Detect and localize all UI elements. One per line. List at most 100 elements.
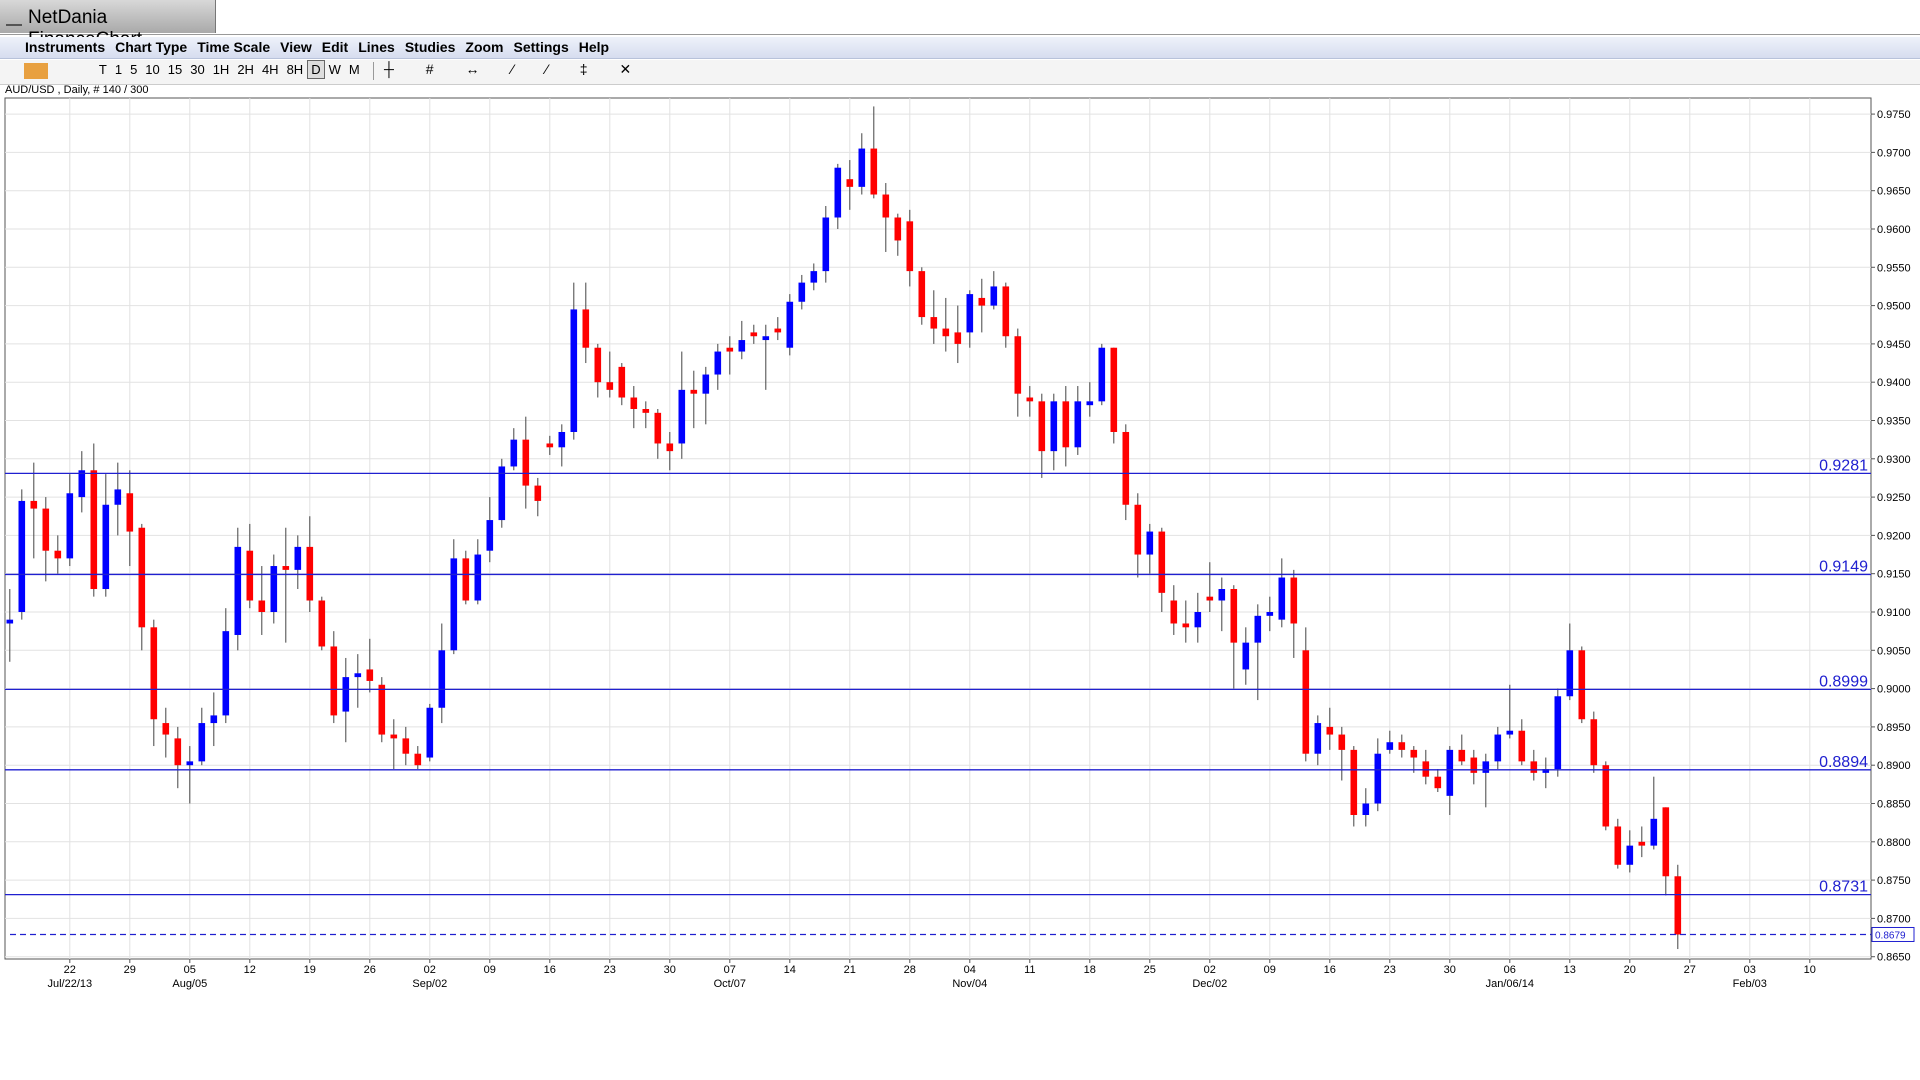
y-tick-label: 0.8700 <box>1877 913 1911 925</box>
x-tick-label: 11 <box>1024 964 1035 976</box>
timescale-group: T 1 5 10 15 30 1H 2H 4H 8H D W M <box>95 60 364 79</box>
y-tick-label: 0.9450 <box>1877 339 1911 351</box>
menu-item[interactable]: View <box>280 39 312 55</box>
candle-body <box>702 374 710 394</box>
x-tick-label: 07 <box>724 964 736 976</box>
menu-item[interactable]: Help <box>578 39 610 55</box>
plot-frame <box>4 97 1872 960</box>
candle-body <box>330 646 338 716</box>
candle-body <box>1398 742 1406 750</box>
x-date-label: Aug/05 <box>172 978 207 990</box>
candle-body <box>762 336 770 341</box>
candle-body <box>1470 757 1478 773</box>
menu-item[interactable]: Instruments <box>25 39 106 55</box>
timescale-button[interactable]: 2H <box>237 62 254 77</box>
candle-body <box>1050 401 1058 452</box>
candle-body <box>78 470 86 498</box>
candle-body <box>1002 286 1010 337</box>
candle-body <box>1554 696 1562 770</box>
candle-body <box>66 493 74 559</box>
candle-body <box>366 669 374 681</box>
candle-body <box>6 619 14 624</box>
candle-body <box>930 317 938 329</box>
menu-item[interactable]: Zoom <box>465 39 504 55</box>
horizontal-line-label: 0.9149 <box>1819 558 1868 575</box>
candle-body <box>1650 818 1658 846</box>
timescale-button[interactable]: M <box>348 62 360 77</box>
menu-item[interactable]: Lines <box>358 39 395 55</box>
candle-body <box>198 723 206 762</box>
timescale-button[interactable]: 1H <box>212 62 230 77</box>
menu-item[interactable]: Time Scale <box>197 39 271 55</box>
timescale-button[interactable]: 10 <box>145 62 160 77</box>
y-tick-label: 0.8750 <box>1877 875 1911 887</box>
timescale-button[interactable]: 30 <box>190 62 205 77</box>
candle-body <box>186 761 194 766</box>
horizontal-line-label: 0.9281 <box>1819 457 1868 474</box>
candle-body <box>870 148 878 195</box>
candle-body <box>1218 589 1226 601</box>
x-tick-label: 21 <box>844 964 856 976</box>
candle-body <box>1458 749 1466 762</box>
x-date-label: Dec/02 <box>1192 978 1227 990</box>
timescale-button[interactable]: 5 <box>130 62 138 77</box>
candle-body <box>666 443 674 452</box>
menu-item[interactable]: Chart Type <box>115 39 188 55</box>
candle-body <box>462 558 470 601</box>
timescale-button[interactable]: 15 <box>167 62 183 77</box>
candle-body <box>786 301 794 348</box>
horizontal-line-label: 0.8894 <box>1819 754 1868 771</box>
candle-body <box>498 466 506 521</box>
candle-body <box>1638 841 1646 846</box>
candle-body <box>234 546 242 635</box>
timescale-button[interactable]: T <box>98 62 107 77</box>
candle-body <box>726 347 734 352</box>
candle-body <box>1662 807 1670 877</box>
y-tick-label: 0.9350 <box>1877 415 1911 427</box>
x-tick-label: 14 <box>784 964 796 976</box>
candle-body <box>1314 723 1322 754</box>
menu-item[interactable]: Edit <box>321 39 349 55</box>
menu-item[interactable]: Studies <box>404 39 456 55</box>
candle-body <box>426 707 434 758</box>
x-date-label: Oct/07 <box>714 978 746 990</box>
menu-item[interactable]: Settings <box>513 39 569 55</box>
x-tick-label: 09 <box>484 964 496 976</box>
x-tick-label: 28 <box>904 964 916 976</box>
candle-body <box>534 485 542 501</box>
candle-body <box>210 715 218 724</box>
y-tick-label: 0.9750 <box>1877 109 1911 121</box>
x-tick-label: 03 <box>1744 964 1756 976</box>
candle-body <box>918 271 926 318</box>
timescale-button[interactable]: W <box>328 62 341 77</box>
candle-body <box>1518 730 1526 762</box>
candle-body <box>594 347 602 383</box>
candle-body <box>1602 765 1610 827</box>
x-tick-label: 29 <box>124 964 136 976</box>
candle-body <box>978 297 986 306</box>
candle-body <box>42 508 50 551</box>
last-price-box <box>1871 926 1915 942</box>
x-tick-label: 16 <box>544 964 556 976</box>
candle-body <box>822 217 830 272</box>
candle-body <box>606 382 614 390</box>
candle-body <box>114 489 122 505</box>
timescale-button[interactable]: 1 <box>114 62 123 77</box>
candle-body <box>1266 611 1274 616</box>
candle-body <box>1542 769 1550 773</box>
timescale-button[interactable]: 4H <box>261 62 279 77</box>
candle-body <box>258 600 266 612</box>
candle-body <box>138 527 146 628</box>
x-tick-label: 18 <box>1084 964 1096 976</box>
tool-icons[interactable]: ┼ # ↔ ⁄ ⁄ ‡ ✕ <box>383 61 646 77</box>
y-tick-label: 0.8650 <box>1877 952 1911 964</box>
instrument-info: AUD/USD , Daily, # 140 / 300 <box>5 84 149 96</box>
y-tick-label: 0.8800 <box>1877 837 1911 849</box>
timescale-button[interactable]: 8H <box>286 62 304 77</box>
timescale-button[interactable]: D <box>307 60 325 79</box>
x-tick-label: 25 <box>1144 964 1156 976</box>
candle-body <box>834 167 842 218</box>
candle-icon[interactable] <box>24 63 48 79</box>
y-tick-label: 0.9150 <box>1877 569 1911 581</box>
x-tick-label: 20 <box>1624 964 1636 976</box>
